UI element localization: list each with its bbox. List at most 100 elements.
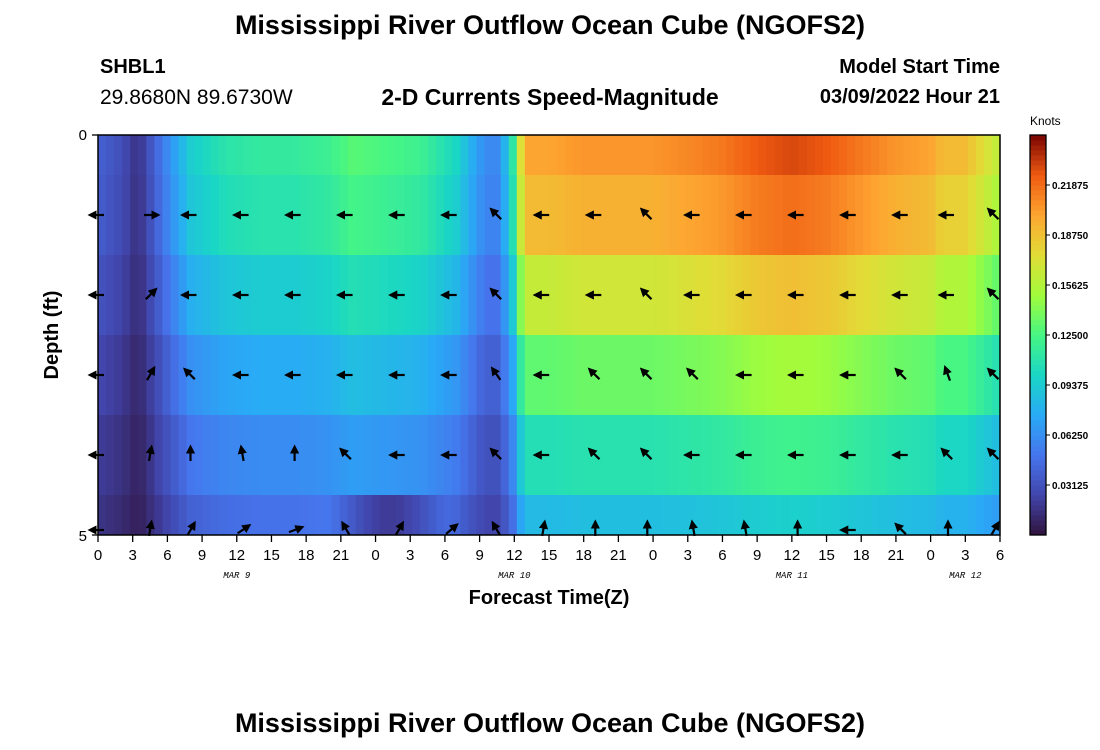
heatmap-cell bbox=[275, 175, 284, 256]
heatmap-cell bbox=[959, 415, 969, 496]
heatmap-cell bbox=[774, 415, 784, 496]
heatmap-cell bbox=[331, 335, 341, 416]
current-arrow bbox=[489, 207, 502, 220]
heatmap-cell bbox=[613, 415, 623, 496]
colorbar-segment bbox=[1030, 140, 1046, 146]
heatmap-cell bbox=[967, 495, 977, 535]
heatmap-cell bbox=[661, 495, 671, 535]
heatmap-cell bbox=[170, 335, 180, 416]
heatmap-cell bbox=[959, 255, 969, 336]
heatmap-cell bbox=[573, 255, 582, 336]
heatmap-cell bbox=[444, 135, 453, 176]
heatmap-cell bbox=[830, 175, 840, 256]
heatmap-cell bbox=[259, 335, 268, 416]
heatmap-cell bbox=[557, 495, 566, 535]
x-tick-label: 12 bbox=[228, 547, 245, 564]
heatmap-cell bbox=[702, 495, 711, 535]
heatmap-cell bbox=[122, 255, 131, 336]
heatmap-cell bbox=[951, 175, 961, 256]
heatmap-cell bbox=[661, 175, 671, 256]
heatmap-cell bbox=[500, 495, 510, 535]
heatmap-cell bbox=[766, 335, 776, 416]
heatmap-cell bbox=[863, 495, 872, 535]
colorbar-segment bbox=[1030, 355, 1046, 361]
heatmap-cell bbox=[202, 135, 212, 176]
heatmap-cell bbox=[428, 335, 437, 416]
colorbar-segment bbox=[1030, 335, 1046, 341]
current-arrow bbox=[538, 519, 549, 537]
date-label: MAR 11 bbox=[776, 571, 808, 581]
heatmap-cell bbox=[516, 135, 526, 176]
heatmap-cell bbox=[645, 255, 655, 336]
heatmap-cell bbox=[855, 255, 864, 336]
heatmap-cell bbox=[855, 135, 864, 176]
heatmap-cell bbox=[814, 335, 824, 416]
heatmap-cell bbox=[267, 495, 276, 535]
heatmap-cell bbox=[226, 255, 236, 336]
colorbar-segment bbox=[1030, 360, 1046, 366]
heatmap-cell bbox=[516, 415, 526, 496]
heatmap-cell bbox=[210, 135, 220, 176]
heatmap-cell bbox=[774, 335, 784, 416]
colorbar-segment bbox=[1030, 375, 1046, 381]
heatmap-cell bbox=[500, 175, 510, 256]
colorbar-segment bbox=[1030, 250, 1046, 256]
heatmap-cell bbox=[363, 255, 373, 336]
heatmap-cell bbox=[742, 135, 751, 176]
heatmap-cell bbox=[476, 415, 486, 496]
heatmap-cell bbox=[685, 135, 695, 176]
current-arrow bbox=[639, 287, 653, 300]
colorbar-segment bbox=[1030, 435, 1046, 441]
heatmap-cell bbox=[750, 495, 759, 535]
heatmap-cell bbox=[283, 415, 292, 496]
date-label: MAR 10 bbox=[498, 571, 531, 581]
heatmap-cell bbox=[750, 255, 759, 336]
heatmap-cell bbox=[114, 495, 123, 535]
heatmap-cell bbox=[98, 495, 107, 535]
heatmap-cell bbox=[130, 135, 139, 176]
colorbar-segment bbox=[1030, 370, 1046, 376]
heatmap-cell bbox=[863, 335, 872, 416]
heatmap-cell bbox=[766, 175, 776, 256]
heatmap-cell bbox=[363, 335, 373, 416]
heatmap-cell bbox=[806, 415, 816, 496]
colorbar-segment bbox=[1030, 135, 1046, 141]
colorbar-segment bbox=[1030, 465, 1046, 471]
colorbar-tick-label: 0.03125 bbox=[1052, 481, 1089, 492]
heatmap-cell bbox=[677, 335, 687, 416]
colorbar-tick-label: 0.21875 bbox=[1052, 181, 1089, 192]
heatmap-cell bbox=[194, 335, 204, 416]
date-label: MAR 12 bbox=[949, 571, 982, 581]
heatmap-cell bbox=[299, 495, 308, 535]
heatmap-cell bbox=[476, 495, 486, 535]
colorbar-segment bbox=[1030, 530, 1046, 536]
colorbar-segment bbox=[1030, 390, 1046, 396]
heatmap-cell bbox=[589, 135, 598, 176]
current-arrow bbox=[489, 287, 502, 300]
colorbar-segment bbox=[1030, 460, 1046, 466]
colorbar-segment bbox=[1030, 480, 1046, 486]
heatmap-cell bbox=[718, 415, 727, 496]
heatmap-cell bbox=[653, 495, 663, 535]
heatmap-cell bbox=[404, 255, 413, 336]
heatmap-cell bbox=[412, 135, 421, 176]
heatmap-cell bbox=[677, 495, 687, 535]
heatmap-cell bbox=[355, 135, 365, 176]
heatmap-cell bbox=[951, 495, 961, 535]
colorbar-tick-label: 0.12500 bbox=[1052, 331, 1089, 342]
heatmap-cell bbox=[975, 335, 985, 416]
heatmap-cell bbox=[98, 135, 107, 176]
colorbar-segment bbox=[1030, 180, 1046, 186]
heatmap-cell bbox=[621, 335, 631, 416]
heatmap-cell bbox=[927, 175, 937, 256]
heatmap-cell bbox=[524, 495, 534, 535]
heatmap-cell bbox=[887, 335, 896, 416]
heatmap-cell bbox=[887, 495, 896, 535]
heatmap-cell bbox=[540, 135, 550, 176]
heatmap-cell bbox=[895, 495, 904, 535]
heatmap-cell bbox=[395, 495, 405, 535]
heatmap-cell bbox=[710, 335, 719, 416]
x-tick-label: 9 bbox=[475, 547, 483, 564]
heatmap-cell bbox=[420, 175, 429, 256]
colorbar-segment bbox=[1030, 245, 1046, 251]
